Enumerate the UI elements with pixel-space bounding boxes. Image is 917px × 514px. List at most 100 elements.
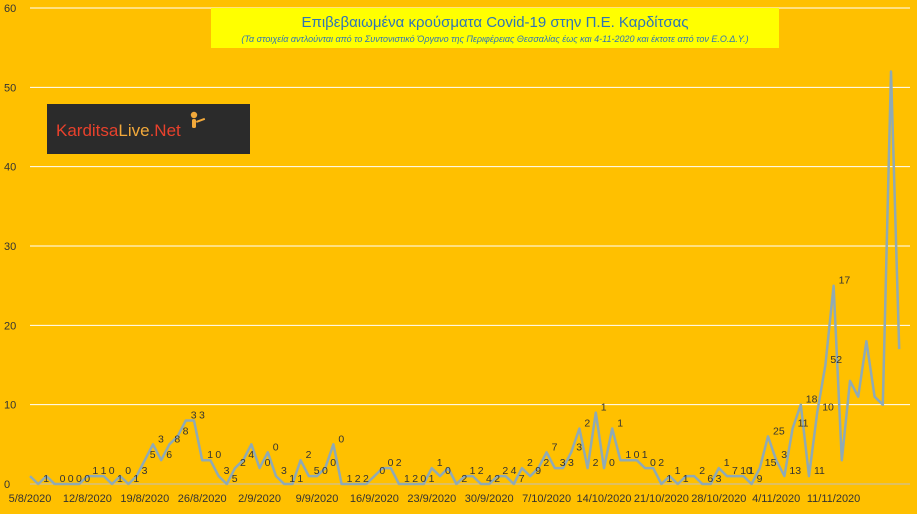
logo-text-live: Live [118,121,149,140]
data-label: 6 [707,473,713,485]
x-tick-label: 21/10/2020 [634,493,689,505]
title-box: Επιβεβαιωμένα κρούσματα Covid-19 στην Π.… [211,8,779,48]
data-label: 1 [43,473,49,485]
data-label: 2 [478,465,484,477]
x-axis-ticks: 5/8/2020 12/8/2020 19/8/2020 26/8/2020 2/9/2… [9,493,861,505]
data-label: 1 [289,473,295,485]
title-background [211,8,779,48]
data-label: 0 [265,457,271,469]
x-tick-label: 2/9/2020 [238,493,281,505]
data-label: 18 [806,394,818,406]
data-label: 9 [535,465,541,477]
data-label: 2 [494,473,500,485]
data-label: 2 [658,457,664,469]
data-label: 5 [232,473,238,485]
data-label: 7 [552,441,558,453]
data-label: 1 [675,465,681,477]
y-tick-label: 50 [4,82,16,94]
data-label: 0 [379,465,385,477]
data-label: 1 [92,465,98,477]
x-tick-label: 12/8/2020 [63,493,112,505]
data-label: 13 [789,465,801,477]
data-label: 5 [150,449,156,461]
data-label: 11 [814,465,825,477]
data-label: 2 [396,457,402,469]
data-label: 3 [158,433,164,445]
data-label: 4 [511,465,517,477]
data-label: 4 [486,473,492,485]
data-label: 0 [420,473,426,485]
data-label: 3 [576,441,582,453]
x-tick-label: 4/11/2020 [752,493,800,505]
data-label: 1 [101,465,107,477]
data-label: 3 [142,465,148,477]
data-label: 1 [207,449,213,461]
data-label: 2 [584,417,590,429]
data-label: 0 [388,457,394,469]
data-label: 2 [363,473,369,485]
data-label: 2 [461,473,467,485]
logo-text-net: .Net [150,121,181,140]
data-label: 3 [281,465,287,477]
data-label: 1 [133,473,139,485]
data-label: 0 [125,465,131,477]
data-label: 1 [625,449,631,461]
data-label: 3 [781,449,787,461]
data-label: 8 [174,433,180,445]
data-label: 1 [748,465,754,477]
data-label: 2 [527,457,533,469]
data-label: 0 [634,449,640,461]
y-axis-ticks: 0 10 20 30 40 50 60 [4,3,16,491]
data-label: 7 [519,473,525,485]
x-tick-label: 19/8/2020 [120,493,169,505]
data-label: 1 [117,473,123,485]
data-label: 1 [470,465,476,477]
data-label: 2 [699,465,705,477]
data-label: 6 [166,449,172,461]
data-label: 3 [224,465,230,477]
data-label: 10 [822,402,834,414]
data-label: 0 [215,449,221,461]
data-label: 2 [240,457,246,469]
data-label: 3 [560,457,566,469]
x-tick-label: 7/10/2020 [522,493,571,505]
data-label: 1 [404,473,410,485]
data-label: 3 [568,457,574,469]
data-label: 1 [437,457,443,469]
data-label: 2 [543,457,549,469]
series-line [29,70,901,486]
data-label: 0 [322,465,328,477]
y-tick-label: 20 [4,320,16,332]
data-label: 3 [191,410,197,422]
logo-background [47,104,250,154]
x-tick-label: 9/9/2020 [296,493,339,505]
data-label: 10 [740,465,752,477]
data-label: 0 [445,465,451,477]
x-tick-label: 23/9/2020 [407,493,456,505]
karditsalive-logo: KarditsaLive.Net [47,104,250,154]
data-label: 2 [412,473,418,485]
data-label: 1 [601,402,607,414]
data-label: 1 [666,473,672,485]
data-label: 1 [724,457,730,469]
data-label: 0 [650,457,656,469]
data-label: 0 [273,441,279,453]
data-label: 3 [199,410,205,422]
data-label: 0 [338,433,344,445]
data-label: 0 [76,473,82,485]
y-tick-label: 40 [4,162,16,174]
y-tick-label: 10 [4,400,16,412]
data-label: 2 [502,465,508,477]
y-tick-label: 30 [4,241,16,253]
data-label: 7 [732,465,738,477]
data-label: 0 [60,473,66,485]
data-label: 4 [248,449,254,461]
data-label: 11 [798,417,809,429]
x-tick-label: 14/10/2020 [576,493,631,505]
x-tick-label: 26/8/2020 [178,493,227,505]
x-tick-label: 11/11/2020 [807,493,860,505]
data-label: 2 [306,449,312,461]
data-label: 0 [609,457,615,469]
data-label: 15 [765,457,777,469]
